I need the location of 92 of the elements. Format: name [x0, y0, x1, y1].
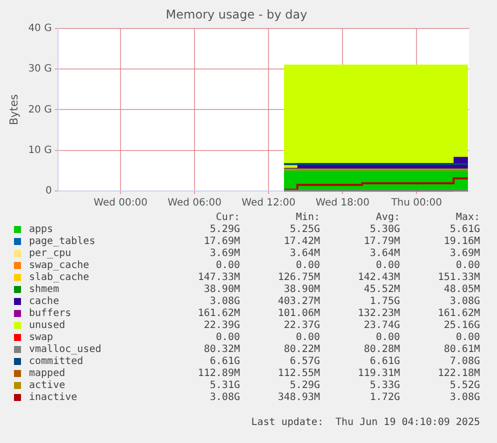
text: 3.69M — [208, 248, 240, 260]
text: 3.64M — [368, 248, 400, 260]
y-tick-label: 30 G — [28, 64, 52, 75]
text: 3.08G — [208, 296, 240, 308]
text: 22.37G — [282, 320, 320, 332]
legend-label: inactive — [28, 392, 78, 404]
chart-title: Memory usage - by day — [166, 7, 308, 22]
text: 6.61G — [368, 356, 400, 368]
text: 80.22M — [282, 344, 320, 356]
text: 17.42M — [282, 236, 320, 248]
text: 19.16M — [442, 236, 480, 248]
text: 48.05M — [442, 284, 480, 296]
text: Min: — [294, 212, 320, 224]
y-tick-label: 40 G — [28, 22, 52, 34]
text: 3.08G — [448, 392, 480, 404]
y-tick-label: 10 G — [28, 144, 52, 156]
text: 1.72G — [368, 392, 400, 404]
x-tick-label: Thu 00:00 — [390, 198, 442, 209]
text: 348.93M — [276, 392, 320, 404]
text: 147.33M — [196, 272, 240, 284]
text: 80.32M — [202, 344, 240, 356]
text: 0.00 — [374, 332, 400, 344]
text: 5.52G — [448, 380, 480, 392]
text: 112.89M — [196, 368, 240, 380]
text: 3.08G — [208, 392, 240, 404]
text: 112.55M — [276, 368, 320, 380]
legend-label: cache — [28, 296, 60, 308]
x-tick-label: Wed 18:00 — [316, 198, 370, 209]
text: 0.00 — [294, 332, 320, 344]
text: 6.57G — [288, 356, 320, 368]
text: 17.79M — [362, 236, 400, 248]
text: 119.31M — [356, 368, 400, 380]
text: Last update: Thu Jun 19 04:10:09 2025 — [251, 417, 480, 428]
text: Cur: — [214, 212, 240, 224]
legend-label: committed — [28, 356, 84, 368]
text: 3.08G — [448, 296, 480, 308]
text: 5.31G — [208, 380, 240, 392]
text: 38.90M — [282, 284, 320, 296]
text: 0.00 — [454, 260, 480, 272]
text: 0.00 — [454, 332, 480, 344]
text: 151.33M — [436, 272, 480, 284]
legend-label: mapped — [28, 368, 66, 380]
text: 45.52M — [362, 284, 400, 296]
text: 403.27M — [276, 296, 320, 308]
x-tick-label: Wed 00:00 — [94, 198, 148, 209]
text: Max: — [454, 212, 480, 224]
legend-label: slab_cache — [28, 272, 90, 284]
text: 5.29G — [208, 224, 240, 236]
text: 0.00 — [214, 260, 240, 272]
x-tick-label: Wed 12:00 — [242, 198, 296, 209]
text: 101.06M — [276, 308, 320, 320]
legend-label: swap_cache — [28, 260, 90, 272]
legend-label: buffers — [28, 308, 72, 320]
text: 5.25G — [288, 224, 320, 236]
text: 1.75G — [368, 296, 400, 308]
legend-label: swap — [28, 332, 54, 344]
text: 5.61G — [448, 224, 480, 236]
text: 142.43M — [356, 272, 400, 284]
y-axis-title: Bytes — [7, 94, 20, 126]
legend-label: vmalloc_used — [28, 344, 102, 356]
text: 6.61G — [208, 356, 240, 368]
text: 80.61M — [442, 344, 480, 356]
text: 22.39G — [202, 320, 240, 332]
legend-label: page_tables — [28, 236, 96, 248]
text: 126.75M — [276, 272, 320, 284]
x-tick-label: Wed 06:00 — [168, 198, 222, 209]
y-tick-label: 0 — [45, 186, 52, 197]
text: Avg: — [374, 212, 400, 224]
text: 3.64M — [288, 248, 320, 260]
legend-label: active — [28, 380, 66, 392]
text: 5.30G — [368, 224, 400, 236]
text: 122.18M — [436, 368, 480, 380]
text: 3.69M — [448, 248, 480, 260]
legend-label: per_cpu — [28, 248, 72, 260]
text: 132.23M — [356, 308, 400, 320]
text: 161.62M — [436, 308, 480, 320]
text: 7.08G — [448, 356, 480, 368]
text: 38.90M — [202, 284, 240, 296]
text: 0.00 — [214, 332, 240, 344]
text: 161.62M — [196, 308, 240, 320]
legend-label: unused — [28, 320, 66, 332]
text: 0.00 — [374, 260, 400, 272]
text: 5.29G — [288, 380, 320, 392]
text: 80.28M — [362, 344, 400, 356]
text: 23.74G — [362, 320, 400, 332]
text: 17.69M — [202, 236, 240, 248]
y-tick-label: 20 G — [28, 104, 52, 116]
text: 25.16G — [442, 320, 480, 332]
legend-label: apps — [28, 224, 54, 236]
text: 5.33G — [368, 380, 400, 392]
legend-label: shmem — [28, 284, 60, 296]
text: 0.00 — [294, 260, 320, 272]
